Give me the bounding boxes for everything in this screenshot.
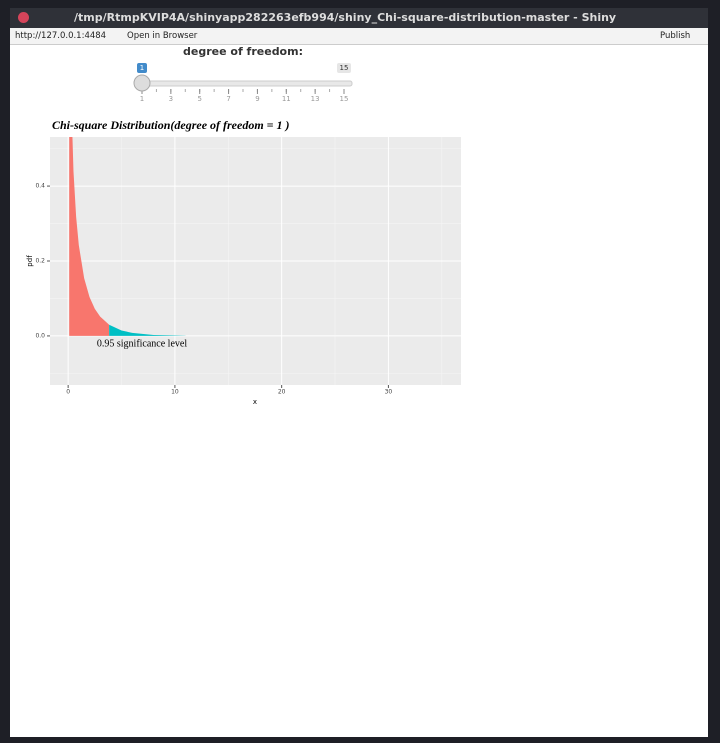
title-bar: /tmp/RtmpKVIP4A/shinyapp282263efb994/shi… xyxy=(10,8,708,28)
toolbar: http://127.0.0.1:4484 Open in Browser Pu… xyxy=(10,28,708,45)
x-tick-label: 0 xyxy=(66,389,70,396)
slider-max-bubble xyxy=(337,63,351,73)
x-tick-label: 10 xyxy=(171,389,179,396)
slider-tick-label: 3 xyxy=(169,95,173,103)
slider-value: 1 xyxy=(140,64,144,72)
y-tick-label: 0.0 xyxy=(35,332,45,339)
x-tick-label: 20 xyxy=(278,389,286,396)
url: http://127.0.0.1:4484 xyxy=(15,31,107,41)
publish[interactable]: Publish xyxy=(660,31,691,41)
y-axis-label: pdf xyxy=(26,255,34,267)
slider-handle[interactable] xyxy=(133,74,151,92)
y-tick-label: 0.4 xyxy=(35,183,45,190)
x-axis-label: x xyxy=(253,398,257,406)
close-button[interactable] xyxy=(18,12,29,23)
slider-value-bubble xyxy=(137,63,147,73)
slider-tick-label: 7 xyxy=(226,95,230,103)
slider-max: 15 xyxy=(340,64,349,72)
slider-tick-label: 13 xyxy=(311,95,320,103)
density-area xyxy=(109,324,186,336)
slider-label: degree of freedom: xyxy=(183,45,303,58)
slider-tick-label: 1 xyxy=(140,95,144,103)
open-in-browser[interactable]: Open in Browser xyxy=(127,31,198,41)
window-title: /tmp/RtmpKVIP4A/shinyapp282263efb994/shi… xyxy=(74,11,617,24)
slider-tick-label: 11 xyxy=(282,95,291,103)
y-tick-label: 0.2 xyxy=(35,258,45,265)
x-tick-label: 30 xyxy=(385,389,393,396)
slider-tick-label: 5 xyxy=(197,95,201,103)
slider-track xyxy=(141,80,353,87)
annotation: 0.95 significance level xyxy=(97,338,187,349)
plot-title: Chi-square Distribution(degree of freedo… xyxy=(52,118,290,132)
slider-tick-label: 9 xyxy=(255,95,259,103)
density-area xyxy=(69,137,110,336)
slider-tick-label: 15 xyxy=(340,95,349,103)
